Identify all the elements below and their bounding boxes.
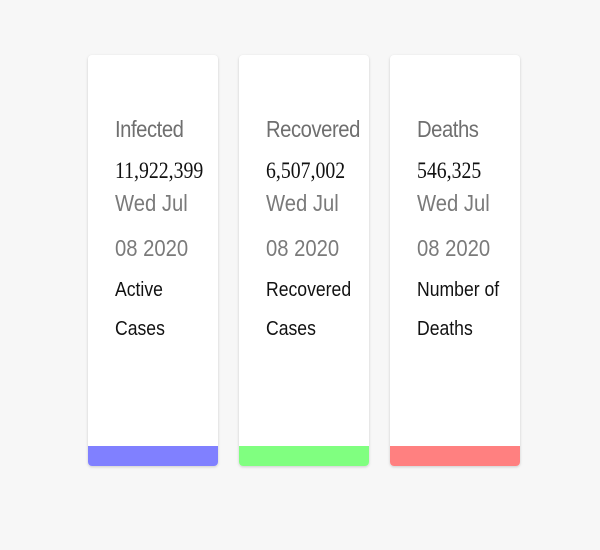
deaths-description: Number of Deaths — [417, 279, 500, 340]
recovered-card-body: Recovered 6,507,002 Wed Jul 08 2020 Reco… — [266, 115, 361, 349]
recovered-card: Recovered 6,507,002 Wed Jul 08 2020 Reco… — [239, 55, 369, 466]
deaths-count: 546,325 — [417, 158, 482, 183]
recovered-accent-bar — [239, 446, 369, 466]
infected-title: Infected — [115, 116, 184, 142]
recovered-date: Wed Jul 08 2020 — [266, 190, 340, 261]
deaths-card: Deaths 546,325 Wed Jul 08 2020 Number of… — [390, 55, 520, 466]
infected-description: Active Cases — [115, 279, 165, 340]
recovered-description: Recovered Cases — [266, 279, 352, 340]
recovered-count: 6,507,002 — [266, 158, 346, 183]
deaths-title: Deaths — [417, 116, 479, 142]
infected-accent-bar — [88, 446, 218, 466]
infected-date: Wed Jul 08 2020 — [115, 190, 189, 261]
deaths-card-body: Deaths 546,325 Wed Jul 08 2020 Number of… — [417, 115, 512, 349]
infected-card: Infected 11,922,399 Wed Jul 08 2020 Acti… — [88, 55, 218, 466]
recovered-title: Recovered — [266, 116, 360, 142]
deaths-accent-bar — [390, 446, 520, 466]
deaths-date: Wed Jul 08 2020 — [417, 190, 491, 261]
infected-card-body: Infected 11,922,399 Wed Jul 08 2020 Acti… — [115, 115, 210, 349]
infected-count: 11,922,399 — [115, 158, 204, 183]
